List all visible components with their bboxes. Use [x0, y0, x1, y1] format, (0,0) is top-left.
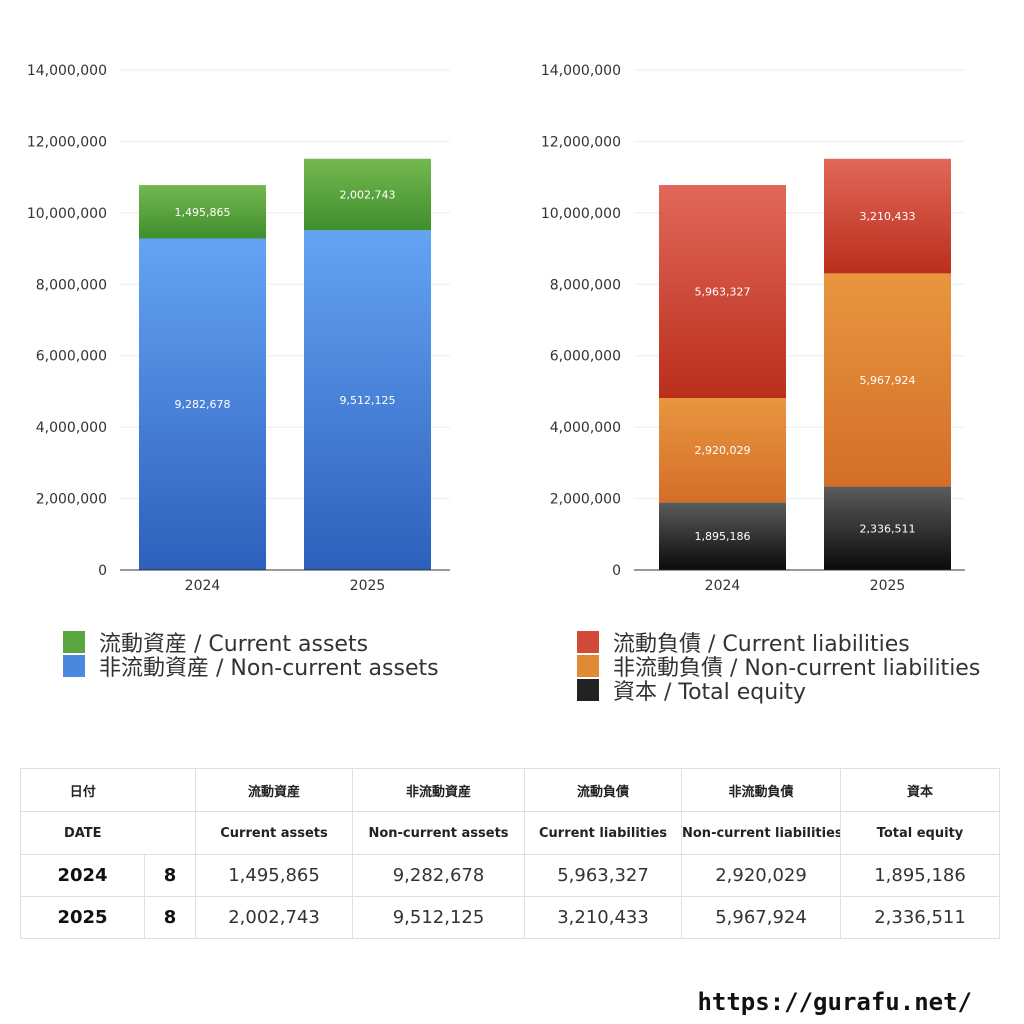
data-label-non-current-assets-2025: 9,512,125: [340, 394, 396, 407]
chart-assets: 0 2,000,000 4,000,000 6,000,000 8,000,000 10,…: [27, 63, 450, 594]
bar-non-current-assets-2024: [139, 238, 266, 571]
data-label-current-assets-2024: 1,495,865: [175, 206, 231, 219]
row-year: 2024: [20, 854, 145, 897]
bar-total-equity-2024: [659, 502, 786, 570]
header-date-jp: 日付: [20, 768, 145, 812]
y-tick-label: 6,000,000: [36, 349, 107, 365]
data-label-non-current-liabilities-2024: 2,920,029: [695, 444, 751, 457]
header-current-liabilities-jp: 流動負債: [524, 768, 682, 812]
legend-item-total-equity: 資本 / Total equity: [577, 678, 980, 705]
assets-legend: 流動資産 / Current assets 非流動資産 / Non-curren…: [63, 630, 439, 681]
y-tick-label: 10,000,000: [541, 206, 621, 222]
legend-label-total-equity: 資本 / Total equity: [613, 680, 806, 705]
x-tick-label: 2024: [185, 578, 221, 594]
legend-label-current-assets: 流動資産 / Current assets: [99, 632, 369, 657]
cell-total-equity: 1,895,186: [840, 854, 1000, 897]
legend-swatch-current-liabilities: [577, 631, 599, 653]
header-current-assets-en: Current assets: [195, 811, 353, 855]
header-non-current-assets-jp: 非流動資産: [352, 768, 525, 812]
table-header-row-en: DATE Current assets Non-current assets C…: [20, 811, 1000, 855]
cell-current-liabilities: 5,963,327: [524, 854, 682, 897]
y-tick-label: 8,000,000: [36, 277, 107, 293]
row-year: 2025: [20, 896, 145, 939]
chart-liabilities: 0 2,000,000 4,000,000 6,000,000 8,000,000 10,…: [541, 63, 965, 594]
bar-current-assets-2025: [304, 158, 431, 231]
cell-non-current-assets: 9,512,125: [352, 896, 525, 939]
header-spacer: [144, 768, 196, 812]
data-label-non-current-assets-2024: 9,282,678: [175, 398, 231, 411]
header-non-current-liabilities-en: Non-current liabilities: [681, 811, 841, 855]
legend-label-non-current-liabilities: 非流動負債 / Non-current liabilities: [613, 656, 981, 681]
bar-non-current-liabilities-2025: [824, 273, 951, 487]
cell-total-equity: 2,336,511: [840, 896, 1000, 939]
bar-current-assets-2024: [139, 185, 266, 239]
y-tick-label: 6,000,000: [550, 349, 621, 365]
y-tick-label: 4,000,000: [550, 420, 621, 436]
data-label-current-assets-2025: 2,002,743: [340, 189, 396, 202]
header-date-en: DATE: [20, 811, 145, 855]
table-row: 2024 8 1,495,865 9,282,678 5,963,327 2,9…: [20, 854, 1000, 897]
legend-label-non-current-assets: 非流動資産 / Non-current assets: [99, 656, 439, 681]
x-tick-label: 2025: [870, 578, 906, 594]
header-non-current-liabilities-jp: 非流動負債: [681, 768, 841, 812]
x-tick-label: 2025: [350, 578, 386, 594]
y-tick-label: 12,000,000: [541, 134, 621, 150]
y-tick-label: 14,000,000: [27, 63, 107, 79]
legend-swatch-non-current-assets: [63, 655, 85, 677]
data-label-total-equity-2025: 2,336,511: [860, 522, 916, 535]
header-spacer: [144, 811, 196, 855]
bar-current-liabilities-2024: [659, 185, 786, 399]
legend-swatch-non-current-liabilities: [577, 655, 599, 677]
y-tick-label: 12,000,000: [27, 134, 107, 150]
balance-sheet-table: 日付 流動資産 非流動資産 流動負債 非流動負債 資本 DATE Current…: [20, 768, 1000, 939]
legend-label-current-liabilities: 流動負債 / Current liabilities: [613, 632, 910, 657]
y-tick-label: 0: [98, 563, 107, 579]
site-url[interactable]: https://gurafu.net/: [697, 988, 972, 1016]
balance-sheet-charts: 0 2,000,000 4,000,000 6,000,000 8,000,000 10,…: [27, 63, 965, 594]
cell-current-assets: 1,495,865: [195, 854, 353, 897]
table-row: 2025 8 2,002,743 9,512,125 3,210,433 5,9…: [20, 896, 1000, 939]
bar-non-current-liabilities-2024: [659, 398, 786, 503]
row-month: 8: [144, 854, 196, 897]
legend-item-non-current-assets: 非流動資産 / Non-current assets: [63, 654, 439, 681]
y-tick-label: 10,000,000: [27, 206, 107, 222]
cell-non-current-liabilities: 5,967,924: [681, 896, 841, 939]
y-tick-label: 8,000,000: [550, 277, 621, 293]
header-current-assets-jp: 流動資産: [195, 768, 353, 812]
y-tick-label: 4,000,000: [36, 420, 107, 436]
bar-total-equity-2025: [824, 486, 951, 570]
y-tick-label: 2,000,000: [36, 492, 107, 508]
y-tick-label: 0: [612, 563, 621, 579]
data-label-total-equity-2024: 1,895,186: [695, 530, 751, 543]
cell-current-liabilities: 3,210,433: [524, 896, 682, 939]
legend-swatch-current-assets: [63, 631, 85, 653]
cell-non-current-liabilities: 2,920,029: [681, 854, 841, 897]
y-tick-label: 2,000,000: [550, 492, 621, 508]
cell-non-current-assets: 9,282,678: [352, 854, 525, 897]
header-total-equity-en: Total equity: [840, 811, 1000, 855]
header-total-equity-jp: 資本: [840, 768, 1000, 812]
header-non-current-assets-en: Non-current assets: [352, 811, 525, 855]
legend-swatch-total-equity: [577, 679, 599, 701]
header-current-liabilities-en: Current liabilities: [524, 811, 682, 855]
table-header-row-jp: 日付 流動資産 非流動資産 流動負債 非流動負債 資本: [20, 768, 1000, 812]
cell-current-assets: 2,002,743: [195, 896, 353, 939]
legend-item-current-liabilities: 流動負債 / Current liabilities: [577, 630, 980, 657]
data-label-non-current-liabilities-2025: 5,967,924: [860, 374, 916, 387]
legend-item-non-current-liabilities: 非流動負債 / Non-current liabilities: [577, 654, 980, 681]
legend-item-current-assets: 流動資産 / Current assets: [63, 630, 439, 657]
bar-current-liabilities-2025: [824, 158, 951, 274]
y-tick-label: 14,000,000: [541, 63, 621, 79]
row-month: 8: [144, 896, 196, 939]
x-tick-label: 2024: [705, 578, 741, 594]
data-label-current-liabilities-2024: 5,963,327: [695, 286, 751, 299]
data-label-current-liabilities-2025: 3,210,433: [860, 210, 916, 223]
liabilities-equity-legend: 流動負債 / Current liabilities 非流動負債 / Non-c…: [577, 630, 980, 705]
bar-non-current-assets-2025: [304, 230, 431, 570]
